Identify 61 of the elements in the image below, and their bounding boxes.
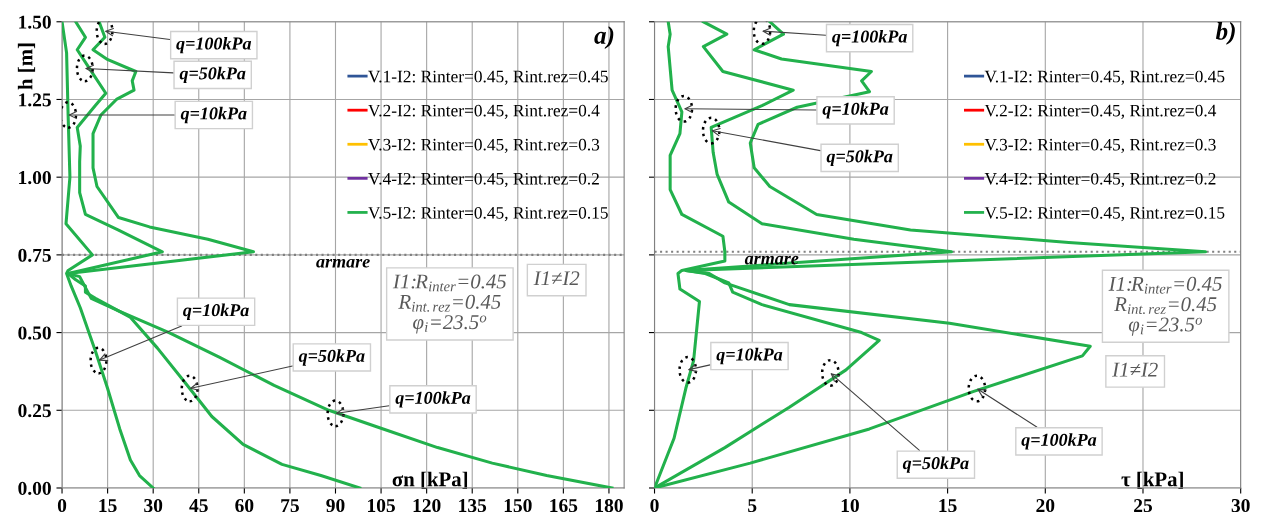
annotation: I1≠I2 (533, 271, 580, 286)
annotation: q=10kPa (716, 347, 783, 365)
x-tick-label: 150 (504, 498, 532, 513)
text: I1:R$_{inter}$=0.45 R$_{int.rez}$=0.45 φ$_{i}$=23.5$^{o}$ (1108, 276, 1222, 336)
x-tick-label: 15 (939, 499, 957, 513)
legend-label: V.2-I2: Rinter=0.45, Rint.rez=0.4 (368, 104, 600, 119)
legend-label: V.5-I2: Rinter=0.45, Rint.rez=0.15 (984, 206, 1225, 222)
y-tick-label: 1.50 (19, 15, 51, 29)
x-tick-label: 25 (1134, 499, 1152, 513)
line-series (66, 21, 614, 488)
text: I1:R$_{inter}$=0.45 R$_{int.rez}$=0.45 φ$_{i}$=23.5$^{o}$ (392, 274, 507, 334)
x-tick-label: 10 (841, 498, 859, 513)
legend-label: V.5-I2: Rinter=0.45, Rint.rez=0.15 (368, 206, 608, 222)
annotation: I1≠I2 (1112, 362, 1158, 377)
annotation: q=50kPa (298, 349, 365, 366)
annotation: q=50kPa (179, 66, 246, 84)
x-tick-label: 60 (235, 498, 254, 513)
x-axis-title: σn [kPa] (392, 471, 468, 489)
annotation: q=50kPa (902, 456, 969, 473)
x-tick-label: 105 (368, 498, 395, 513)
annotation: q=100kPa (1021, 433, 1097, 450)
annotation: q=50kPa (826, 149, 893, 167)
annotation: q=10kPa (183, 303, 249, 320)
legend-label: V.3-I2: Rinter=0.45, Rint.rez=0.3 (368, 138, 600, 154)
annotation: b) (1215, 22, 1235, 45)
y-tick-label: 0.00 (18, 481, 51, 496)
x-tick-label: 5 (748, 499, 757, 513)
x-tick-label: 165 (550, 499, 578, 513)
y-axis-title: h [m] (17, 43, 36, 90)
x-tick-label: 30 (144, 498, 163, 513)
ref-line-label: armare (316, 258, 370, 268)
ref-line-label: armare (744, 255, 799, 265)
y-tick-label: 0.25 (18, 404, 51, 418)
x-tick-label: 135 (459, 499, 487, 513)
annotation: q=10kPa (822, 102, 889, 119)
annotation: q=10kPa (180, 106, 247, 124)
legend-label: V.3-I2: Rinter=0.45, Rint.rez=0.3 (984, 138, 1216, 154)
x-tick-label: 0 (650, 498, 659, 513)
y-tick-label: 1.25 (19, 93, 51, 107)
annotation: q=100kPa (176, 36, 252, 54)
annotation: q=100kPa (395, 391, 471, 408)
x-tick-label: 30 (1231, 498, 1250, 513)
y-tick-label: 1.00 (19, 170, 51, 185)
y-tick-label: 0.75 (18, 248, 51, 262)
legend-label: V.2-I2: Rinter=0.45, Rint.rez=0.4 (984, 104, 1217, 119)
x-tick-label: 120 (413, 498, 441, 513)
legend-label: V.4-I2: Rinter=0.45, Rint.rez=0.2 (984, 172, 1216, 188)
x-tick-label: 20 (1036, 498, 1055, 513)
legend-label: V.1-I2: Rinter=0.45, Rint.rez=0.45 (984, 70, 1225, 85)
x-axis-title: τ [kPa] (1121, 471, 1183, 489)
y-tick-label: 0.50 (18, 326, 51, 340)
x-tick-label: 0 (57, 498, 67, 513)
x-tick-label: 90 (326, 498, 345, 513)
annotation: a) (594, 26, 614, 49)
x-tick-label: 75 (281, 499, 299, 513)
x-tick-label: 180 (595, 498, 623, 513)
x-tick-label: 45 (189, 499, 208, 513)
legend-label: V.1-I2: Rinter=0.45, Rint.rez=0.45 (368, 70, 608, 85)
legend-label: V.4-I2: Rinter=0.45, Rint.rez=0.2 (368, 172, 599, 188)
x-tick-label: 15 (99, 499, 117, 513)
annotation: q=100kPa (832, 29, 907, 47)
